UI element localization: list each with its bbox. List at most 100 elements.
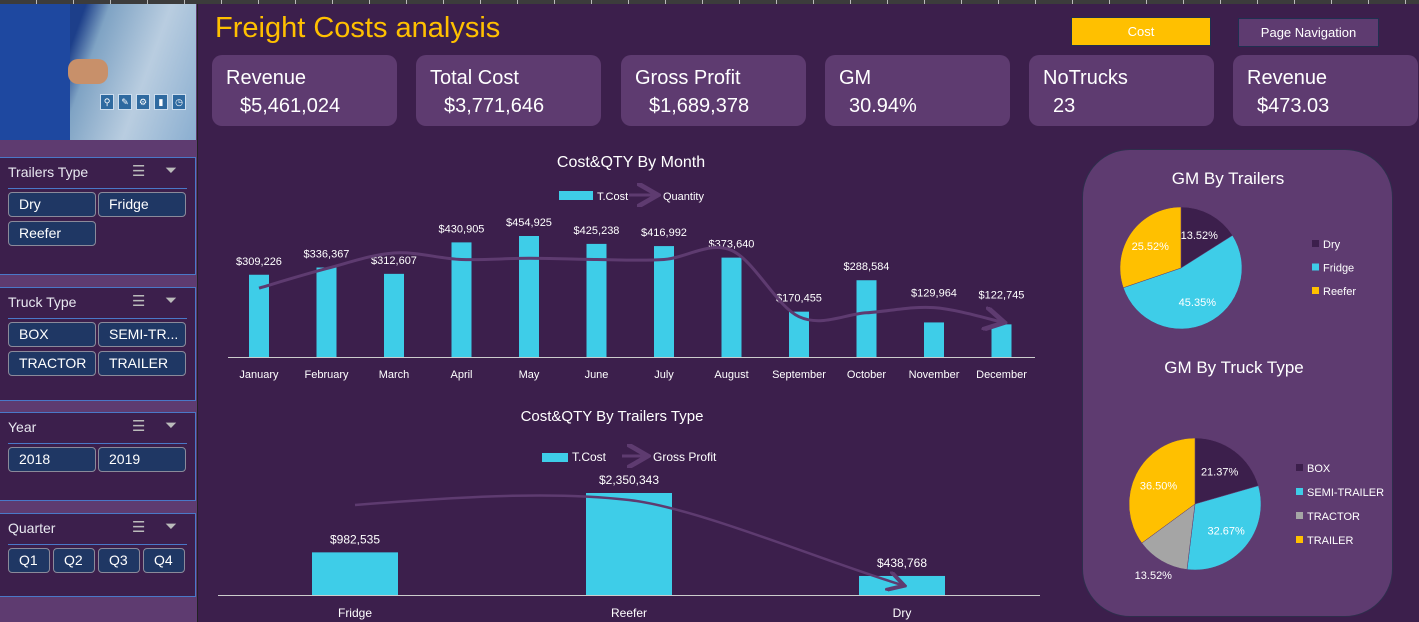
legend-label: T.Cost	[597, 191, 628, 203]
kpi-label: Revenue	[1247, 67, 1328, 89]
multi-select-icon[interactable]: ☰	[132, 418, 146, 435]
legend-swatch	[1296, 464, 1303, 471]
multi-select-icon[interactable]: ☰	[132, 519, 146, 536]
legend-swatch	[1312, 263, 1319, 271]
pie-slice	[1128, 437, 1196, 544]
kpi-card: NoTrucks 23	[1029, 55, 1214, 126]
kpi-card: GM 30.94%	[825, 55, 1010, 126]
clear-filter-icon[interactable]: ⏷	[165, 292, 178, 309]
legend-label: SEMI-TRAILER	[1307, 487, 1384, 499]
slicer-item[interactable]: TRAILER	[98, 351, 186, 376]
chart-title: GM By Truck Type	[1164, 358, 1304, 377]
bar	[991, 324, 1012, 357]
legend-label: T.Cost	[572, 450, 607, 464]
slicer-item[interactable]: BOX	[8, 322, 96, 347]
slicer-item[interactable]: SEMI-TR...	[98, 322, 186, 347]
slicer-title: Quarter	[8, 520, 56, 536]
slicer-item[interactable]: 2018	[8, 447, 96, 472]
cost-button[interactable]: Cost	[1071, 17, 1211, 46]
legend-label: Quantity	[663, 191, 704, 203]
slicer-truck-type: Truck Type ☰ ⏷ BOX SEMI-TR... TRACTOR TRAIL…	[0, 287, 196, 401]
x-tick-label: November	[909, 369, 960, 381]
bar	[721, 257, 742, 357]
clear-filter-icon[interactable]: ⏷	[165, 518, 178, 535]
slicer-item[interactable]: Fridge	[98, 192, 186, 217]
kpi-value: $3,771,646	[444, 95, 545, 117]
slicer-item[interactable]: Dry	[8, 192, 96, 217]
x-tick-label: December	[976, 369, 1027, 381]
bar	[654, 246, 674, 357]
data-label: $288,584	[844, 261, 890, 273]
slicer-title: Truck Type	[8, 294, 77, 310]
chart-title: Cost&QTY By Trailers Type	[521, 408, 704, 425]
legend-label: TRAILER	[1307, 535, 1354, 547]
x-tick-label: January	[239, 369, 279, 381]
slicer-trailers-type: Trailers Type ☰ ⏷ Dry Fridge Reefer	[0, 157, 196, 275]
slicer-item[interactable]: Q2	[53, 548, 95, 573]
data-label: $438,768	[877, 556, 927, 570]
x-tick-label: Fridge	[338, 606, 372, 620]
multi-select-icon[interactable]: ☰	[132, 163, 146, 180]
sidebar-divider	[197, 4, 202, 622]
data-label: $430,905	[439, 223, 485, 235]
legend-label: BOX	[1307, 463, 1331, 475]
spreadsheet-column-strip	[0, 0, 1419, 4]
x-tick-label: June	[585, 369, 609, 381]
data-label: $170,455	[776, 293, 822, 305]
bar	[856, 280, 877, 357]
bar	[316, 267, 337, 357]
slicer-item[interactable]: Q3	[98, 548, 140, 573]
kpi-label: Total Cost	[430, 67, 519, 89]
chart-title: GM By Trailers	[1172, 169, 1284, 188]
kpi-label: GM	[839, 67, 872, 89]
data-label: $2,350,343	[599, 473, 659, 487]
x-tick-label: February	[304, 369, 349, 381]
legend-label: Dry	[1323, 239, 1341, 251]
legend-swatch-tcost	[542, 453, 568, 462]
hero-image: ⚲ ✎ ⚙ ▮ ◷	[0, 4, 196, 140]
kpi-value: 30.94%	[849, 95, 917, 117]
data-label: $336,367	[304, 249, 350, 261]
kpi-card: Revenue $5,461,024	[212, 55, 397, 126]
slicer-year: Year ☰ ⏷ 2018 2019	[0, 412, 196, 501]
pie-label: 21.37%	[1201, 466, 1239, 478]
slicer-item[interactable]: Q4	[143, 548, 185, 573]
kpi-label: Revenue	[226, 67, 307, 89]
bar	[586, 493, 672, 595]
kpi-value: $1,689,378	[649, 95, 750, 117]
pie-label: 45.35%	[1179, 297, 1217, 309]
kpi-label: NoTrucks	[1043, 67, 1128, 89]
multi-select-icon[interactable]: ☰	[132, 293, 146, 310]
data-label: $982,535	[330, 532, 380, 546]
kpi-value: $473.03	[1257, 95, 1330, 117]
slicer-item[interactable]: Reefer	[8, 221, 96, 246]
legend-swatch	[1296, 536, 1303, 543]
legend-swatch-tcost	[559, 191, 593, 200]
data-label: $425,238	[574, 225, 620, 237]
x-tick-label: Dry	[893, 606, 912, 620]
bar	[586, 243, 607, 357]
page-navigation-button[interactable]: Page Navigation	[1238, 18, 1379, 47]
pie-label: 25.52%	[1132, 241, 1170, 253]
kpi-card: Revenue $473.03	[1233, 55, 1418, 126]
slicer-item[interactable]: Q1	[8, 548, 50, 573]
x-tick-label: May	[519, 369, 540, 381]
slicer-item[interactable]: 2019	[98, 447, 186, 472]
pie-slice	[1119, 206, 1182, 289]
data-label: $309,226	[236, 256, 282, 268]
clear-filter-icon[interactable]: ⏷	[165, 162, 178, 179]
x-tick-label: Reefer	[611, 606, 647, 620]
data-label: $454,925	[506, 217, 552, 229]
gross-profit-line	[354, 494, 902, 585]
slicer-quarter: Quarter ☰ ⏷ Q1 Q2 Q3 Q4	[0, 513, 196, 597]
page-title: Freight Costs analysis	[215, 12, 501, 44]
kpi-value: $5,461,024	[240, 95, 341, 117]
slicer-item[interactable]: TRACTOR	[8, 351, 96, 376]
kpi-card: Total Cost $3,771,646	[416, 55, 601, 126]
data-label: $416,992	[641, 227, 687, 239]
bar	[312, 552, 398, 595]
bar	[249, 274, 269, 357]
bar	[519, 236, 539, 357]
clear-filter-icon[interactable]: ⏷	[165, 417, 178, 434]
